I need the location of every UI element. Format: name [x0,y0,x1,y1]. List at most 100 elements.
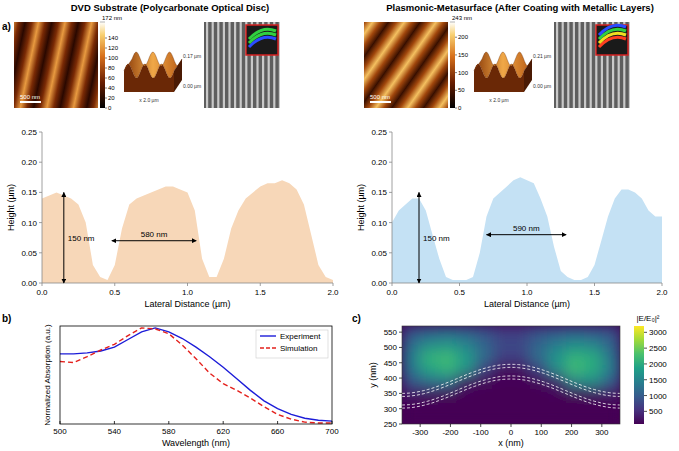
plot-area [60,328,332,423]
colorbar-tick-label: 60 [108,75,115,81]
x-tick [332,421,333,424]
heatmap-cell [511,412,530,424]
y-tick-label: 0.00 [21,279,37,288]
afm-stripe [73,22,98,108]
afm-image [14,22,98,108]
x-axis-title: Wavelength (nm) [162,438,230,448]
g [14,22,98,108]
panel-letter: a) [2,21,11,32]
heatmap-cell [493,412,512,424]
heatmap-cell [584,351,603,364]
y-tick-label: 0.05 [371,249,387,258]
legend-label: Experiment [280,332,321,341]
y-tick [39,132,42,133]
surface-label: 0.00 µm [183,83,201,89]
y-tick-label: 0.20 [371,158,387,167]
panel-title: DVD Substrate (Polycarbonate Optical Dis… [71,2,270,13]
heatmap-cell [529,351,548,364]
y-tick-label: 0.25 [21,128,37,137]
colorbar-tick-label: 140 [108,35,119,41]
y-tick-label: 500 [384,343,398,352]
x-tick-label: -200 [442,428,459,437]
colorbar-tick-label: 0 [458,105,462,111]
heatmap-cell [602,400,620,413]
line-series [60,328,332,423]
y-tick-label: 0.05 [21,249,37,258]
legend-label: Simulation [280,344,317,353]
colorbar-tick-label: 2500 [649,344,667,353]
heatmap-cell [475,326,494,339]
y-axis [42,132,43,283]
colorbar-max-label: 243 nm [452,15,472,21]
heatmap-cell [511,338,530,351]
x-axis-title: Lateral Distance (µm) [484,299,570,309]
sem-line [567,22,569,108]
afm-colorbar [450,22,455,108]
colorbar-tick [105,78,107,79]
colorbar-tick [644,411,647,412]
colorbar-tick [455,90,457,91]
y-tick-label: 300 [384,405,398,414]
heatmap-cell [420,338,439,351]
plot-area [392,177,662,283]
surface-side [524,59,532,92]
colorbar-tick-label: 50 [458,87,465,93]
colorbar-tick-label: 20 [108,95,115,101]
y-tick-label: 0.00 [371,279,387,288]
heatmap-cell [566,326,585,339]
y-tick [389,283,392,284]
heatmap-cell [602,387,620,400]
heatmap-cell [493,387,512,400]
colorbar-tick [644,348,647,349]
heatmap-cell [420,351,439,364]
y-tick [39,192,42,193]
photo-band [249,29,276,39]
colorbar-tick [105,68,107,69]
colorbar-tick [455,37,457,38]
line-series [60,328,332,421]
heatmap-cell [529,412,548,424]
colorbar-tick [455,108,457,109]
heatmap-cell [438,387,457,400]
x-tick-label: 540 [108,427,122,436]
heatmap-cell [566,351,585,364]
y-tick-label: 0.15 [21,188,37,197]
y-tick [399,332,402,333]
heatmap-cell [529,338,548,351]
heatmap-cell [529,375,548,388]
legend-box [256,330,328,358]
colorbar-tick-label: 1500 [649,376,667,385]
colorbar-tick [105,88,107,89]
x-tick [168,421,169,424]
plot-frame [60,326,332,424]
surface-label: 0.00 µm [533,83,551,89]
sem-line [584,22,586,108]
colorbar-tick [105,48,107,49]
surface-label: 0.17 µm [183,53,201,59]
colorbar-tick-label: 80 [108,65,115,71]
heatmap-cell [602,412,620,424]
sem-line [562,22,564,108]
x-tick-label: 660 [271,427,285,436]
colorbar-tick-label: 200 [458,34,469,40]
x-tick [277,421,278,424]
colorbar-tick [455,72,457,73]
plot-frame [402,326,620,424]
heatmap-cell [602,363,620,376]
colorbar [634,326,644,424]
scale-bar-label: 500 nm [370,94,390,100]
y-tick-label: 0.15 [371,188,387,197]
heatmap-cell [547,400,566,413]
colorbar-tick [644,395,647,396]
legend-swatch [260,347,276,348]
afm-stripe [421,33,448,108]
heatmap-cell [438,338,457,351]
x-tick-label: 500 [53,427,67,436]
heatmap-cell [475,338,494,351]
period-arrow [487,234,567,235]
colorbar-tick-label: 3000 [649,328,667,337]
y-axis-title: Height (µm) [6,184,16,231]
y-axis-title: Height (µm) [356,184,366,231]
afm-stripe [400,22,448,108]
heatmap-cell [475,400,494,413]
